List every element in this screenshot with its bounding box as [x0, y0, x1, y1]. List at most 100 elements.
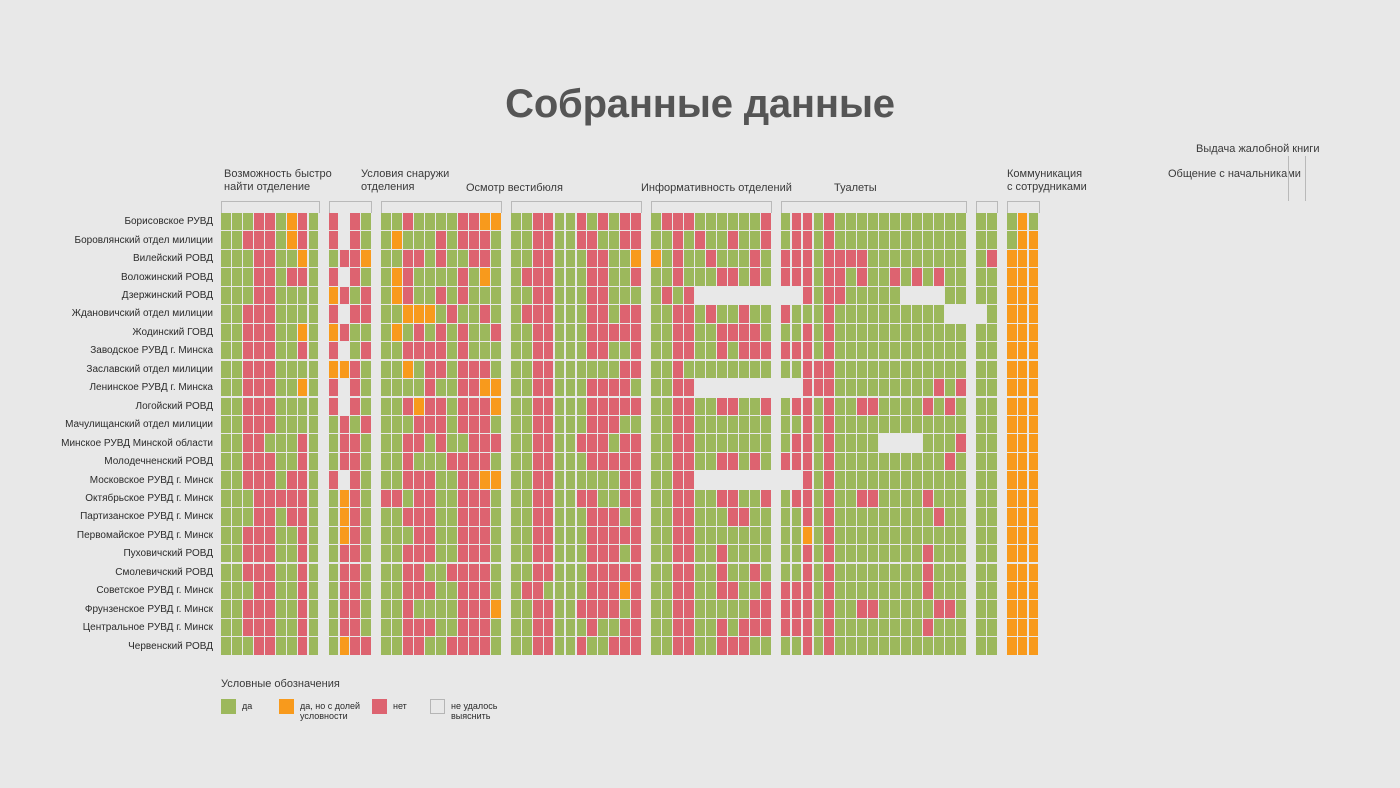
row-label: Вилейский РОВД	[132, 253, 213, 265]
heatmap-cell	[392, 600, 403, 618]
heatmap-cell	[414, 637, 425, 655]
heatmap-cell	[253, 563, 264, 581]
column-group-label: Условия снаружи отделения	[361, 168, 450, 193]
heatmap-cell	[361, 545, 372, 563]
heatmap-cell	[835, 397, 846, 415]
heatmap-cell	[339, 213, 350, 231]
heatmap-cell	[695, 637, 705, 655]
heatmap-cell	[510, 508, 521, 526]
heatmap-cell	[813, 323, 824, 342]
heatmap-cell	[620, 582, 631, 600]
heatmap-cell	[587, 415, 598, 434]
heatmap-cell	[609, 231, 620, 249]
heatmap-cell	[350, 637, 361, 655]
heatmap-cell	[813, 489, 824, 508]
heatmap-cell	[242, 434, 253, 452]
heatmap-cell	[835, 342, 846, 360]
heatmap-cell	[231, 489, 242, 508]
heatmap-cell	[458, 305, 468, 323]
heatmap-cell	[253, 471, 264, 489]
heatmap-cell	[231, 342, 242, 360]
heatmap-cell	[955, 231, 966, 249]
heatmap-cell	[901, 526, 911, 544]
heatmap-cell	[695, 600, 705, 618]
heatmap-cell	[684, 342, 694, 360]
column-group-label: Осмотр вестибюля	[466, 182, 563, 194]
heatmap-cell	[350, 471, 361, 489]
heatmap-cell	[975, 360, 986, 378]
heatmap-cell	[780, 563, 791, 581]
heatmap-cell	[791, 397, 802, 415]
heatmap-cell	[923, 342, 933, 360]
heatmap-cell	[221, 434, 231, 452]
heatmap-cell	[1006, 286, 1017, 305]
heatmap-cell	[361, 508, 372, 526]
heatmap-cell	[631, 618, 642, 637]
heatmap-cell	[447, 379, 457, 397]
heatmap-cell	[986, 526, 997, 544]
heatmap-cell	[890, 545, 900, 563]
heatmap-cell	[684, 415, 694, 434]
heatmap-cell	[705, 489, 716, 508]
heatmap-cell	[253, 434, 264, 452]
heatmap-cell	[510, 213, 521, 231]
heatmap-cell	[631, 286, 642, 305]
heatmap-cell	[297, 637, 308, 655]
heatmap-cell	[975, 323, 986, 342]
heatmap-cell	[458, 434, 468, 452]
heatmap-cell	[231, 452, 242, 471]
heatmap-cell	[857, 545, 868, 563]
heatmap-cell	[695, 471, 705, 489]
heatmap-cell	[231, 379, 242, 397]
heatmap-cell	[760, 618, 771, 637]
heatmap-cell	[955, 600, 966, 618]
heatmap-cell	[846, 323, 857, 342]
heatmap-cell	[328, 342, 339, 360]
heatmap-cell	[1006, 415, 1017, 434]
heatmap-cell	[554, 637, 565, 655]
heatmap-cell	[275, 637, 286, 655]
heatmap-cell	[392, 637, 403, 655]
heatmap-cell	[738, 397, 749, 415]
heatmap-cell	[695, 415, 705, 434]
heatmap-cell	[543, 286, 554, 305]
heatmap-cell	[554, 434, 565, 452]
heatmap-cell	[620, 268, 631, 286]
heatmap-cell	[813, 286, 824, 305]
heatmap-cell	[912, 249, 922, 268]
heatmap-cell	[339, 452, 350, 471]
heatmap-cell	[835, 415, 846, 434]
heatmap-cell	[673, 526, 683, 544]
heatmap-cell	[738, 286, 749, 305]
heatmap-cell	[705, 637, 716, 655]
row-label: Мачулищанский отдел милиции	[65, 419, 213, 431]
heatmap-cell	[554, 545, 565, 563]
heatmap-cell	[414, 379, 425, 397]
heatmap-cell	[923, 434, 933, 452]
heatmap-cell	[554, 397, 565, 415]
heatmap-cell	[425, 618, 435, 637]
heatmap-cell	[673, 397, 683, 415]
heatmap-cell	[1028, 415, 1039, 434]
heatmap-cell	[414, 600, 425, 618]
heatmap-cell	[221, 563, 231, 581]
heatmap-cell	[576, 582, 587, 600]
heatmap-cell	[684, 563, 694, 581]
heatmap-cell	[490, 323, 501, 342]
heatmap-cell	[923, 379, 933, 397]
heatmap-cell	[361, 268, 372, 286]
row-label: Ленинское РУВД г. Минска	[89, 382, 213, 394]
heatmap-cell	[532, 563, 543, 581]
heatmap-cell	[598, 545, 609, 563]
heatmap-cell	[598, 342, 609, 360]
heatmap-cell	[813, 508, 824, 526]
heatmap-cell	[543, 452, 554, 471]
heatmap-cell	[264, 508, 275, 526]
heatmap-cell	[565, 508, 576, 526]
heatmap-cell	[912, 342, 922, 360]
heatmap-cell	[975, 563, 986, 581]
heatmap-cell	[846, 213, 857, 231]
heatmap-cell	[912, 600, 922, 618]
heatmap-cell	[242, 397, 253, 415]
heatmap-cell	[727, 452, 738, 471]
